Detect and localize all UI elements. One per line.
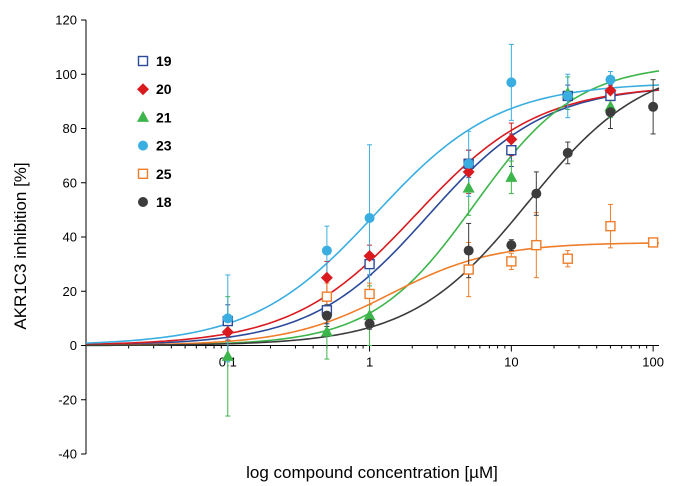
- y-tick-label: 80: [63, 121, 77, 136]
- fit-curves: [85, 70, 660, 347]
- legend-marker-23: [138, 140, 148, 151]
- legend-marker-21: [137, 110, 149, 122]
- legend-label-19: 19: [156, 53, 172, 69]
- x-tick-label: 10: [504, 355, 518, 370]
- legend-marker-19: [137, 55, 149, 67]
- data-point-18: [648, 101, 659, 112]
- fit-curve-19: [85, 89, 660, 346]
- data-point-25: [562, 253, 573, 264]
- y-tick-label: 20: [63, 284, 77, 299]
- data-point-25: [605, 220, 616, 232]
- y-tick-label: 120: [55, 13, 77, 28]
- legend-label-25: 25: [156, 166, 172, 182]
- data-point-20: [363, 249, 376, 262]
- y-tick-label: 40: [63, 230, 77, 245]
- y-tick-label: 0: [70, 338, 77, 353]
- data-point-25: [321, 291, 333, 302]
- legend-marker-20: [137, 83, 149, 96]
- ticks: -40-200204060801001200.1110100: [55, 13, 664, 462]
- data-point-25: [463, 264, 474, 275]
- data-point-23: [562, 90, 573, 101]
- fit-curve-21: [85, 70, 660, 347]
- data-point-18: [364, 318, 375, 329]
- data-point-23: [463, 158, 474, 169]
- y-tick-label: -40: [58, 447, 77, 462]
- data-point-23: [506, 77, 517, 88]
- legend-label-23: 23: [156, 138, 172, 154]
- data-point-21: [320, 325, 333, 337]
- y-axis-label: AKR1C3 inhibition [%]: [11, 162, 30, 329]
- data-point-21: [363, 309, 376, 321]
- data-point-20: [320, 271, 333, 284]
- data-point-20: [604, 84, 617, 97]
- y-tick-label: 60: [63, 175, 77, 190]
- y-tick-label: 100: [55, 67, 77, 82]
- data-point-21: [221, 349, 234, 361]
- data-point-18: [506, 240, 517, 251]
- legend-label-21: 21: [156, 109, 172, 125]
- data-point-25: [364, 288, 375, 300]
- data-point-18: [463, 245, 474, 256]
- data-point-18: [531, 188, 542, 199]
- fit-curve-25: [85, 242, 660, 347]
- data-point-21: [462, 181, 475, 193]
- x-axis-label: log compound concentration [µM]: [246, 463, 498, 482]
- data-point-25: [531, 239, 542, 251]
- legend-label-20: 20: [156, 81, 172, 97]
- legend-label-18: 18: [156, 194, 172, 210]
- data-point-23: [605, 74, 616, 85]
- x-tick-label: 1: [366, 355, 373, 370]
- x-tick-label: 100: [642, 355, 664, 370]
- data-point-21: [505, 170, 518, 182]
- data-point-25: [506, 256, 517, 267]
- axes: [85, 20, 659, 454]
- data-point-20: [505, 133, 518, 146]
- data-points: [221, 74, 659, 361]
- data-point-23: [321, 245, 332, 256]
- data-point-23: [222, 313, 233, 324]
- data-point-18: [605, 107, 616, 118]
- data-point-18: [562, 147, 573, 158]
- data-point-19: [506, 144, 517, 156]
- data-point-23: [364, 213, 375, 224]
- legend: 19 20 21 23 25 18: [137, 53, 172, 210]
- data-point-20: [221, 325, 234, 338]
- data-point-25: [647, 237, 659, 248]
- legend-marker-18: [138, 197, 148, 207]
- y-tick-label: -20: [58, 392, 77, 407]
- data-point-18: [321, 310, 332, 321]
- legend-marker-25: [137, 168, 149, 180]
- data-point-20: [462, 165, 475, 178]
